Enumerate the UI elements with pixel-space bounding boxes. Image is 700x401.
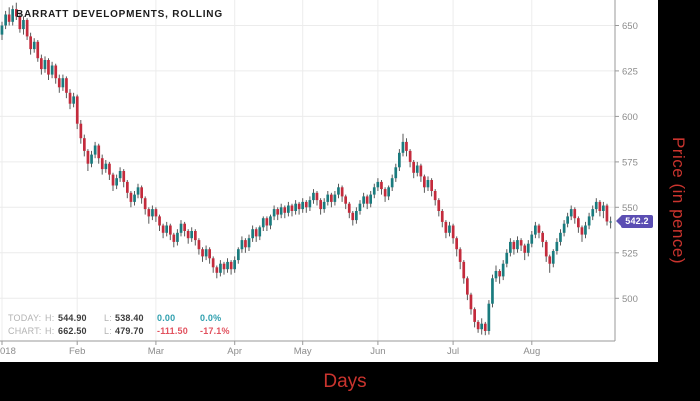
today-low-value: 538.40	[115, 313, 144, 323]
x-tick-label: 018	[0, 346, 16, 357]
chart-low-value: 479.70	[115, 325, 144, 336]
stats-row-today: TODAY: H: 544.90 L: 538.40 0.00 0.0%	[8, 312, 242, 325]
today-change-value: 0.00	[157, 313, 176, 323]
chart-title: BARRATT DEVELOPMENTS, ROLLING	[16, 9, 223, 20]
today-high-label: H:	[45, 313, 55, 323]
y-tick-label: 650	[622, 21, 638, 32]
x-tick-label: May	[294, 346, 312, 357]
y-tick-label: 550	[622, 203, 638, 214]
stats-row-chart: CHART: H: 662.50 L: 479.70 -111.50 -17.1…	[8, 325, 242, 338]
y-tick-label: 575	[622, 157, 638, 168]
y-tick-label: 600	[622, 112, 638, 123]
y-tick-label: 500	[622, 294, 638, 305]
today-low-label: L:	[104, 313, 112, 323]
chart-high-label: H:	[45, 325, 55, 336]
price-chart-svg[interactable]: 650 625 600 575 550 525 500 018 Feb Mar Apr May Jun J…	[0, 0, 658, 362]
last-price-badge: 542.2	[615, 215, 653, 228]
y-tick-label: 625	[622, 66, 638, 77]
x-tick-label: Apr	[227, 346, 242, 357]
chart-high-value: 662.50	[58, 325, 87, 336]
x-tick-label: Jul	[447, 346, 459, 357]
axes: 650 625 600 575 550 525 500 018 Feb Mar Apr May Jun J…	[0, 0, 638, 357]
y-tick-label: 525	[622, 248, 638, 259]
time-axis-title: Days	[323, 370, 367, 392]
candles	[0, 2, 612, 336]
price-axis-title: Price (in pence)	[669, 136, 688, 265]
chart-label: CHART:	[8, 325, 42, 336]
chart-change-value: -111.50	[157, 325, 188, 336]
gridlines	[0, 0, 615, 341]
x-tick-label: Jun	[370, 346, 385, 357]
x-tick-label: Aug	[523, 346, 540, 357]
stats-box: TODAY: H: 544.90 L: 538.40 0.00 0.0% CHA…	[8, 312, 242, 337]
chart-panel: 650 625 600 575 550 525 500 018 Feb Mar Apr May Jun J…	[0, 0, 658, 362]
chart-change-pct: -17.1%	[200, 325, 230, 336]
x-tick-label: Mar	[148, 346, 164, 357]
chart-low-label: L:	[104, 325, 112, 336]
today-change-pct: 0.0%	[200, 313, 222, 323]
today-label: TODAY:	[8, 313, 42, 323]
x-tick-label: Feb	[69, 346, 85, 357]
today-high-value: 544.90	[58, 313, 87, 323]
